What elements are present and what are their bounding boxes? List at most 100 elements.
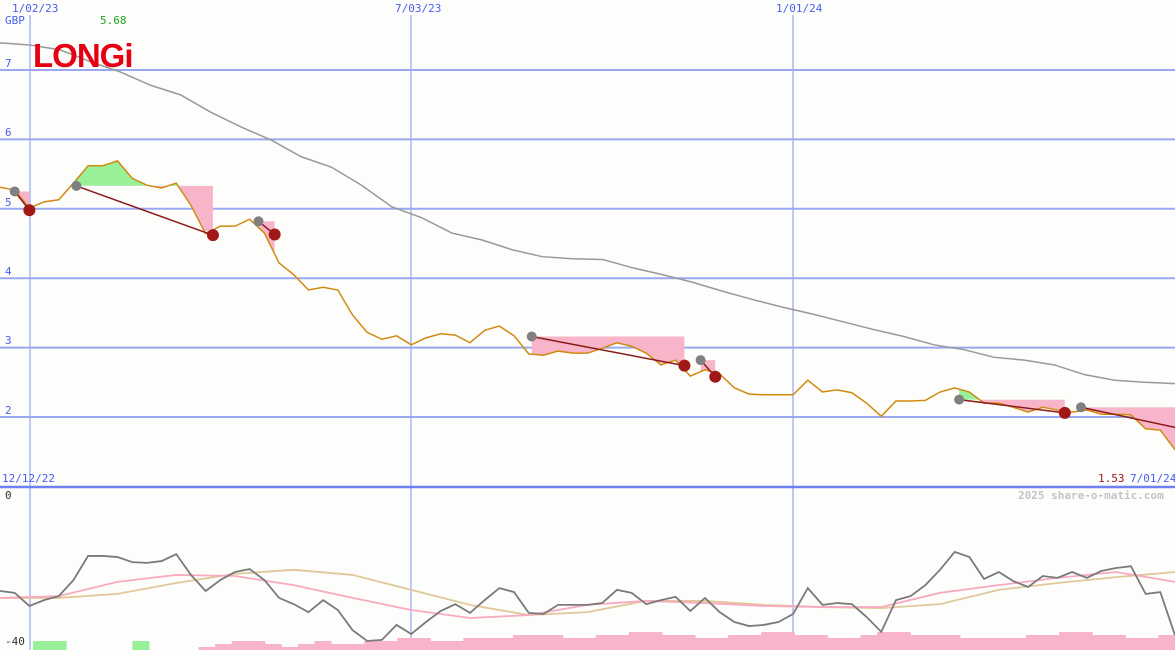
volume-bar: [1141, 638, 1159, 650]
buy-marker: [9, 186, 20, 197]
longi-logo: LONGi: [33, 37, 133, 74]
volume-bar: [1108, 635, 1126, 650]
volume-bar: [844, 638, 862, 650]
volume-bar: [33, 641, 51, 650]
sell-marker: [23, 204, 36, 217]
volume-bar: [810, 635, 828, 650]
volume-bar: [1009, 638, 1027, 650]
y-tick-label: 2: [5, 404, 12, 417]
x-tick-label: 1/01/24: [776, 2, 823, 15]
volume-bar: [231, 641, 249, 650]
y-tick-label: 5: [5, 196, 12, 209]
volume-bar: [695, 638, 713, 650]
volume-bar: [49, 641, 67, 650]
average-line: [0, 42, 1175, 385]
loss-area: [76, 185, 213, 233]
volume-bar: [761, 632, 779, 650]
volume-bar: [728, 635, 746, 650]
gain-area: [959, 389, 1065, 400]
volume-bar: [330, 644, 349, 650]
trade-line: [959, 398, 1065, 414]
buy-marker: [695, 355, 706, 366]
volume-bar: [992, 638, 1011, 650]
volume-bar: [546, 635, 564, 650]
volume-bar: [479, 638, 497, 650]
volume-bar: [976, 638, 994, 650]
volume-bar: [777, 632, 795, 650]
volume-bar: [1158, 635, 1175, 650]
y-tick-label: 3: [5, 334, 12, 347]
y-tick-label: 4: [5, 265, 12, 278]
volume-bar: [413, 638, 431, 650]
copyright-label: 2025 share-o-matic.com: [1018, 489, 1164, 502]
sell-marker: [678, 359, 691, 372]
sell-marker: [1058, 406, 1071, 419]
volume-bar: [281, 647, 299, 650]
volume-bar: [678, 635, 696, 650]
buy-marker: [526, 331, 537, 342]
loss-area: [14, 191, 30, 209]
osc-y-tick-label: -40: [5, 635, 25, 648]
currency-label: GBP: [5, 14, 25, 27]
end-date-label: 7/01/24: [1130, 472, 1175, 485]
buy-marker: [954, 394, 965, 405]
last-value-label: 1.53: [1098, 472, 1125, 485]
volume-bar: [1059, 632, 1077, 650]
header-value: 5.68: [100, 14, 127, 27]
signal-line: [0, 571, 1175, 619]
volume-bar: [297, 644, 315, 650]
volume-bar: [1092, 635, 1110, 650]
volume-bar: [264, 644, 282, 650]
volume-bar: [877, 632, 895, 650]
volume-bar: [496, 638, 514, 650]
volume-bar: [132, 641, 150, 650]
volume-bar: [347, 644, 365, 650]
volume-bar: [827, 638, 845, 650]
volume-bar: [562, 638, 580, 650]
volume-bar: [595, 635, 613, 650]
volume-bar: [513, 635, 531, 650]
volume-bar: [463, 638, 481, 650]
osc-y-tick-label: 0: [5, 489, 12, 502]
volume-bar: [744, 635, 762, 650]
volume-bar: [1026, 635, 1044, 650]
sell-marker: [206, 229, 219, 242]
loss-area: [1081, 407, 1175, 449]
volume-bar: [943, 635, 961, 650]
x-tick-label: 1/02/23: [12, 2, 59, 15]
loss-area: [531, 336, 685, 370]
volume-bar: [446, 641, 464, 650]
volume-bar: [910, 635, 928, 650]
volume-bar: [314, 641, 332, 650]
volume-bar: [926, 635, 944, 650]
volume-bar: [430, 641, 448, 650]
loss-area: [258, 221, 275, 254]
sell-marker: [268, 228, 281, 241]
slow-line: [0, 568, 1175, 616]
volume-bar: [397, 638, 415, 650]
volume-bar: [612, 635, 630, 650]
volume-bar: [711, 638, 729, 650]
buy-marker: [71, 180, 82, 191]
buy-marker: [1076, 402, 1086, 413]
trade-line: [76, 185, 214, 236]
volume-bar: [893, 632, 911, 650]
price-line: [0, 160, 1175, 451]
gain-area: [76, 160, 213, 186]
sell-marker: [709, 370, 722, 383]
x-tick-label: 7/03/23: [395, 2, 442, 15]
volume-bar: [364, 641, 382, 650]
volume-bar: [380, 641, 398, 650]
volume-bar: [661, 635, 680, 650]
volume-bar: [1125, 638, 1143, 650]
volume-bar: [645, 632, 663, 650]
volume-bar: [628, 632, 646, 650]
trade-line: [1080, 406, 1175, 429]
volume-bar: [215, 644, 233, 650]
volume-bar: [1075, 632, 1093, 650]
volume-bar: [1042, 635, 1060, 650]
trade-line: [531, 335, 685, 367]
volume-bar: [529, 635, 547, 650]
volume-bar: [198, 647, 216, 650]
